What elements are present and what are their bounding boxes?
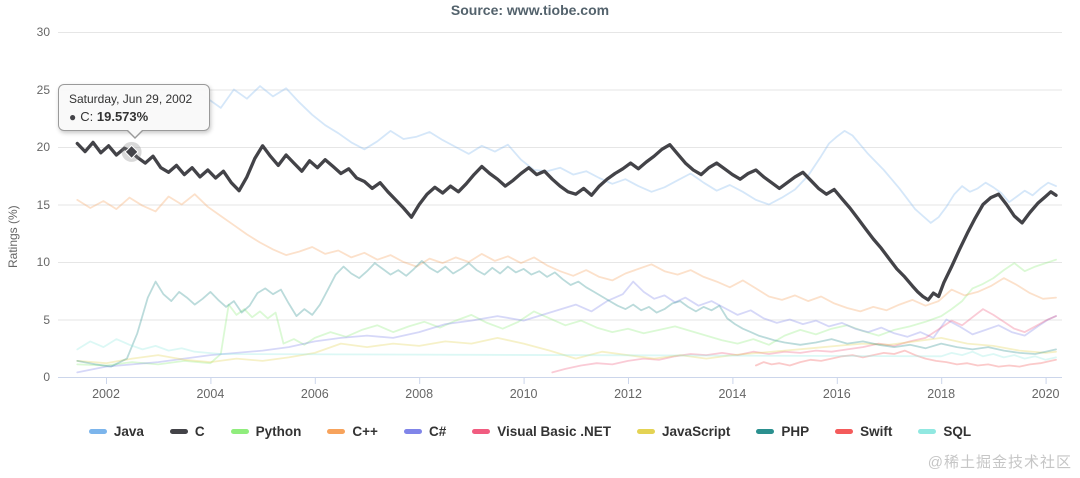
chart-title: Source: www.tiobe.com bbox=[450, 2, 610, 18]
series-line-javascript bbox=[76, 336, 1057, 365]
series-line-c bbox=[76, 280, 1057, 374]
x-tick-label-2016: 2016 bbox=[822, 387, 851, 401]
y-tick-label-10: 10 bbox=[36, 255, 50, 269]
legend-label: SQL bbox=[943, 424, 972, 439]
series-line-swift bbox=[755, 349, 1057, 368]
tooltip-series-row: ● C: 19.573% bbox=[69, 109, 199, 124]
x-tick-label-2006: 2006 bbox=[300, 387, 329, 401]
series-line-visual-basic-net bbox=[551, 308, 1057, 374]
legend-item-python[interactable]: Python bbox=[230, 424, 302, 439]
x-tick-label-2010: 2010 bbox=[509, 387, 538, 401]
series-line-c bbox=[75, 140, 1058, 302]
y-tick-label-30: 30 bbox=[36, 25, 50, 39]
tooltip-date: Saturday, Jun 29, 2002 bbox=[69, 92, 193, 106]
legend-swatch-icon bbox=[472, 429, 491, 434]
legend-item-javascript[interactable]: JavaScript bbox=[637, 424, 730, 439]
legend-swatch-icon bbox=[637, 429, 656, 434]
series-line-sql bbox=[76, 338, 1057, 361]
legend-item-sql[interactable]: SQL bbox=[918, 424, 971, 439]
legend-item-c[interactable]: C# bbox=[403, 424, 447, 439]
x-tick-label-2008: 2008 bbox=[405, 387, 434, 401]
legend-swatch-icon bbox=[88, 429, 107, 434]
x-tick-label-2012: 2012 bbox=[614, 387, 642, 401]
legend-item-swift[interactable]: Swift bbox=[835, 424, 892, 439]
x-tick-label-2014: 2014 bbox=[718, 387, 747, 401]
legend-swatch-icon bbox=[835, 429, 854, 434]
series-line-java bbox=[76, 85, 1057, 224]
x-tick-label-2018: 2018 bbox=[927, 387, 956, 401]
watermark: @稀土掘金技术社区 bbox=[927, 454, 1072, 471]
legend-swatch-icon bbox=[230, 429, 249, 434]
legend-label: C bbox=[194, 424, 205, 439]
legend-label: Swift bbox=[860, 424, 893, 439]
legend-swatch-icon bbox=[918, 429, 937, 434]
series-line-python bbox=[76, 258, 1057, 367]
legend-swatch-icon bbox=[169, 429, 188, 434]
hover-point-marker-icon bbox=[124, 144, 139, 159]
legend-item-c[interactable]: C++ bbox=[327, 424, 378, 439]
legend-label: C++ bbox=[352, 424, 378, 439]
tooltip-series-label: C: bbox=[80, 109, 94, 124]
legend-label: C# bbox=[428, 424, 447, 439]
legend-item-c[interactable]: C bbox=[169, 424, 205, 439]
legend-label: PHP bbox=[781, 424, 810, 439]
legend-label: Java bbox=[113, 424, 144, 439]
y-tick-label-5: 5 bbox=[43, 312, 50, 327]
series-bullet-icon: ● bbox=[69, 110, 77, 124]
series-line-c bbox=[76, 193, 1057, 313]
y-tick-label-0: 0 bbox=[43, 370, 50, 384]
series-line-php bbox=[76, 259, 1057, 368]
legend-swatch-icon bbox=[403, 429, 422, 434]
legend-swatch-icon bbox=[327, 429, 346, 434]
x-tick-label-2020: 2020 bbox=[1031, 387, 1060, 401]
y-tick-label-25: 25 bbox=[36, 82, 50, 97]
legend-label: Python bbox=[255, 424, 302, 439]
legend-label: Visual Basic .NET bbox=[497, 424, 612, 439]
legend-item-php[interactable]: PHP bbox=[756, 424, 809, 439]
legend-item-visual-basic-net[interactable]: Visual Basic .NET bbox=[472, 424, 611, 439]
legend-item-java[interactable]: Java bbox=[88, 424, 144, 439]
legend-label: JavaScript bbox=[662, 424, 731, 439]
y-tick-label-20: 20 bbox=[36, 140, 50, 154]
x-tick-label-2002: 2002 bbox=[92, 387, 120, 401]
y-tick-label-15: 15 bbox=[36, 197, 50, 212]
x-tick-label-2004: 2004 bbox=[196, 387, 225, 401]
tooltip-value: 19.573% bbox=[96, 109, 149, 124]
legend-swatch-icon bbox=[756, 429, 775, 434]
tooltip: Saturday, Jun 29, 2002 ● C: 19.573% bbox=[58, 84, 210, 139]
legend: Java C Python C++ C# Visual Basic .NET JavaScr… bbox=[0, 424, 1060, 439]
